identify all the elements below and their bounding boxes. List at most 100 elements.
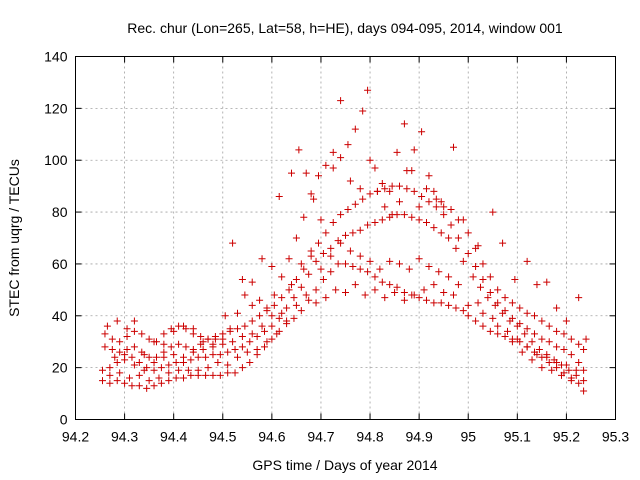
data-point [580,366,588,374]
data-point [106,364,114,372]
data-point [415,294,423,302]
data-point [523,343,531,351]
data-point [400,211,408,219]
data-point [528,338,536,346]
data-point [128,382,136,390]
data-point [211,335,219,343]
data-point [447,205,455,213]
data-point [234,353,241,361]
data-point [175,340,183,348]
data-point [342,260,349,268]
data-point [371,164,379,172]
data-point [204,364,212,372]
data-point [445,234,453,242]
data-point [445,301,453,309]
data-point [116,369,124,377]
data-point [121,379,129,387]
data-point [288,281,295,289]
data-point [562,317,570,325]
data-point [145,335,153,343]
data-point [157,364,165,372]
data-point [518,348,526,356]
data-point [209,371,217,379]
data-point [275,193,283,201]
data-point [312,286,320,294]
data-point [184,366,192,374]
data-point [531,312,538,320]
data-point [366,156,374,164]
data-point [130,317,138,325]
data-point [288,169,295,177]
data-point [187,356,195,364]
data-point [415,203,423,211]
y-tick-label: 20 [52,360,68,376]
data-point [172,374,180,382]
data-point [575,358,583,366]
data-point [140,351,148,359]
data-point [472,317,480,325]
data-point [523,325,531,333]
data-point [329,164,337,172]
plot-frame [75,56,616,420]
data-point [562,361,570,369]
x-tick-label: 95.2 [553,429,580,445]
data-point [477,283,484,291]
data-point [388,182,396,190]
data-point [305,296,313,304]
data-point [459,307,467,315]
data-point [319,250,327,258]
data-point [528,356,536,364]
data-point [474,299,482,307]
data-point [396,198,403,206]
data-point [243,348,251,356]
data-point [253,333,261,341]
data-point [516,320,524,328]
data-point [454,234,462,242]
data-point [157,379,165,387]
data-point [464,301,472,309]
data-point [312,257,320,265]
data-point [447,221,455,229]
data-point [356,226,364,234]
y-tick-label: 100 [44,152,68,168]
data-point [327,252,335,260]
data-point [135,382,143,390]
data-point [545,358,553,366]
data-point [572,366,580,374]
data-point [415,255,423,263]
data-point [101,330,109,338]
data-point [155,374,163,382]
data-point [531,330,538,338]
data-point [523,309,531,317]
data-point [440,203,448,211]
y-tick-label: 120 [44,100,68,116]
x-tick-label: 94.6 [258,429,285,445]
data-point [199,345,207,353]
data-point [386,257,394,265]
data-point [108,345,116,353]
data-point [111,353,119,361]
data-point [342,231,349,239]
data-point [400,288,408,296]
data-point [454,281,462,289]
data-point [322,161,330,169]
y-tick-label: 0 [60,412,68,428]
data-point [464,312,472,320]
y-tick-label: 40 [52,308,68,324]
data-point [283,304,291,312]
y-tick-label: 60 [52,256,68,272]
data-point [371,286,379,294]
data-point [486,288,494,296]
data-point [538,335,546,343]
data-point [246,338,254,346]
data-point [285,286,293,294]
data-point [396,182,403,190]
data-point [180,353,187,361]
data-point [305,270,313,278]
data-point [533,281,541,289]
x-tick-label: 94.9 [406,429,433,445]
data-point [130,327,138,335]
data-point [334,260,342,268]
data-point [123,333,131,341]
data-point [113,317,121,325]
